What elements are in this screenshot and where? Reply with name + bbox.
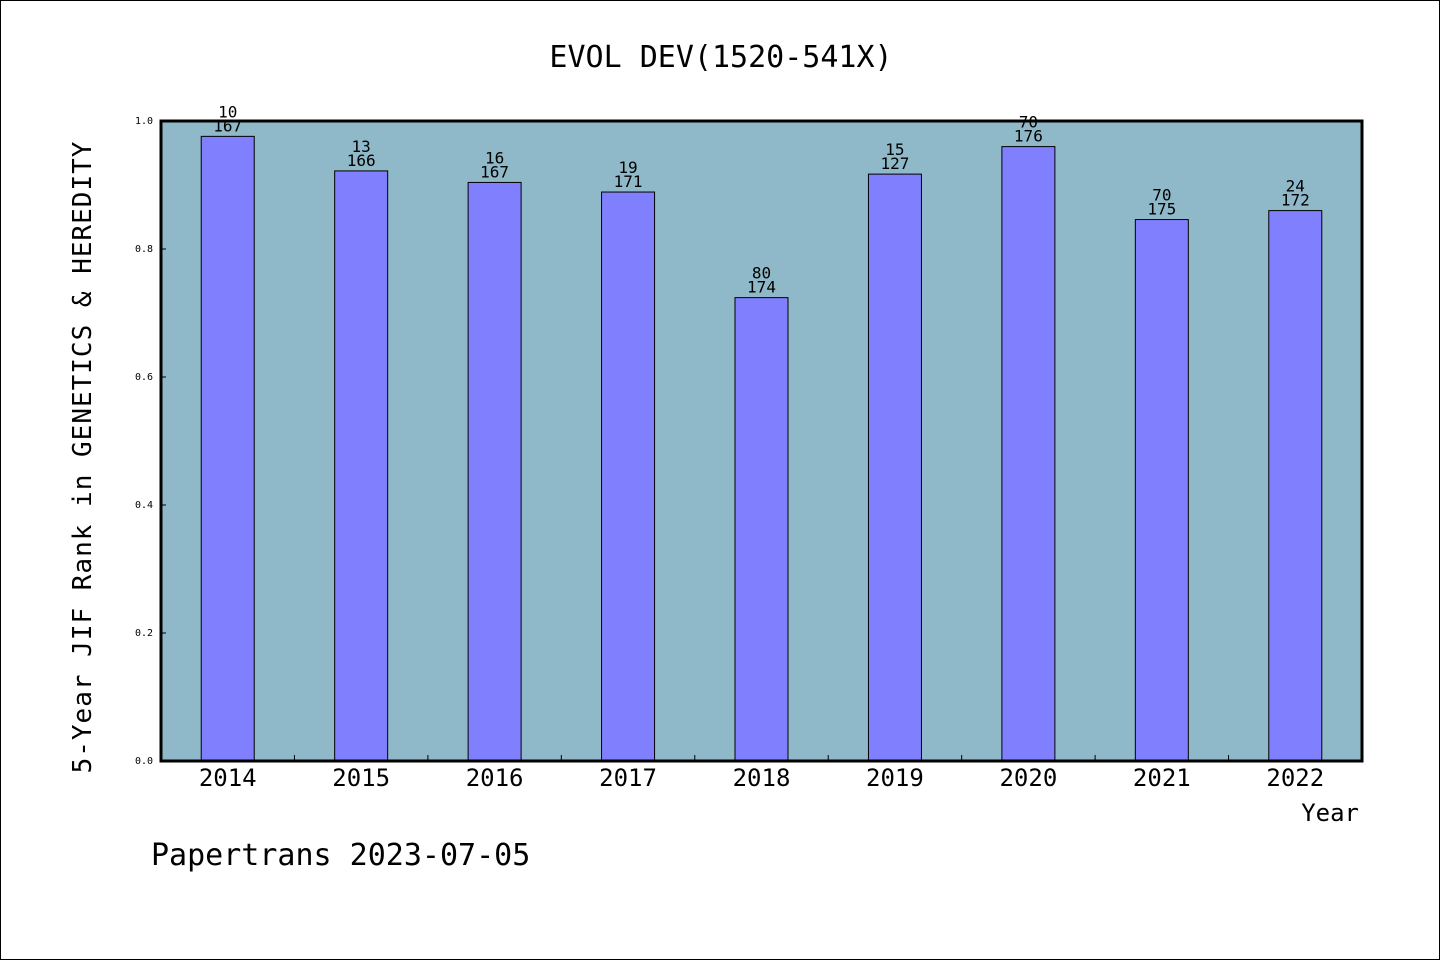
footer-text: Papertrans 2023-07-05 — [151, 838, 530, 873]
y-tick-label: 0.0 — [135, 756, 153, 767]
bar-2018 — [734, 297, 789, 762]
x-tick-label: 2021 — [1133, 764, 1191, 792]
bar-total-label: 175 — [1147, 200, 1176, 219]
bar-total-label: 127 — [880, 154, 909, 173]
x-axis-label: Year — [1301, 799, 1359, 827]
bar-total-label: 171 — [614, 172, 643, 191]
bar-rank-label: 10 — [218, 102, 237, 121]
x-tick-label: 2016 — [466, 764, 524, 792]
bar-total-label: 167 — [480, 162, 509, 181]
bar-2022 — [1268, 210, 1323, 762]
bar-2017 — [601, 191, 656, 762]
y-tick-label: 0.4 — [135, 500, 153, 511]
x-tick-label: 2019 — [866, 764, 924, 792]
bar-total-label: 176 — [1014, 127, 1043, 146]
plot-border — [159, 119, 1364, 763]
bar-rank-label: 16 — [485, 148, 504, 167]
bar-2019 — [867, 173, 922, 762]
y-tick-label: 0.8 — [135, 244, 153, 255]
bar-rank-label: 70 — [1152, 186, 1171, 205]
bar-rank-label: 13 — [352, 137, 371, 156]
bar-2015 — [334, 170, 389, 762]
bar-2016 — [467, 181, 522, 762]
bar-rank-label: 24 — [1286, 177, 1305, 196]
bar-2021 — [1134, 219, 1189, 762]
bar-2020 — [1001, 146, 1056, 762]
bar-total-label: 172 — [1281, 191, 1310, 210]
x-axis-ticks: 2014 2015 2016 2017 2018 2019 2020 2021 2022 — [199, 755, 1324, 792]
x-tick-label: 2018 — [733, 764, 791, 792]
x-tick-label: 2022 — [1266, 764, 1324, 792]
y-tick-label: 0.2 — [135, 628, 153, 639]
x-tick-label: 2017 — [599, 764, 657, 792]
bar-total-label: 167 — [213, 116, 242, 135]
x-tick-label: 2015 — [332, 764, 390, 792]
y-axis-ticks: 0.0 0.2 0.4 0.6 0.8 1.0 — [135, 116, 166, 767]
y-tick-label: 0.6 — [135, 372, 153, 383]
bars-group — [200, 135, 1323, 762]
x-tick-label: 2020 — [999, 764, 1057, 792]
y-axis-label: 5-Year JIF Rank in GENETICS & HEREDITY — [68, 141, 98, 774]
bar-total-label: 166 — [347, 151, 376, 170]
y-tick-label: 1.0 — [135, 116, 153, 127]
bar-total-label: 174 — [747, 278, 776, 297]
bar-2014 — [200, 135, 255, 762]
x-tick-label: 2014 — [199, 764, 257, 792]
bar-rank-label: 19 — [618, 158, 637, 177]
bar-rank-label: 80 — [752, 264, 771, 283]
chart-title: EVOL DEV(1520-541X) — [549, 40, 892, 75]
bar-rank-label: 15 — [885, 140, 904, 159]
